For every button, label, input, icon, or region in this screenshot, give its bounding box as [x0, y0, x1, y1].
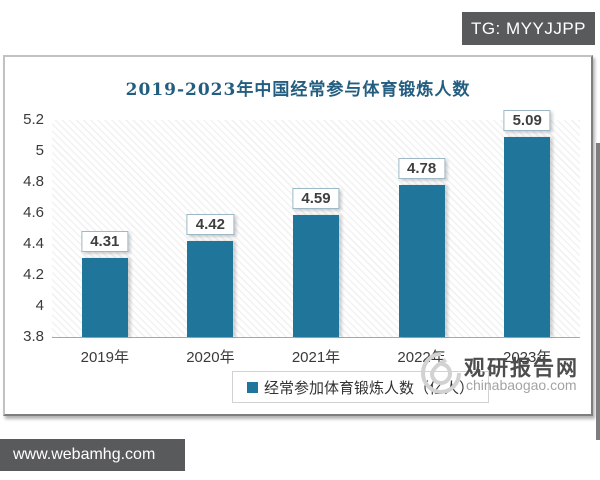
legend-label: 经常参加体育锻炼人数（亿人） — [264, 379, 475, 397]
watermark-site-url: chinabaogao.com — [466, 377, 577, 393]
footer-url-bar: www.webamhg.com — [0, 439, 185, 471]
y-axis-tick-label: 5 — [35, 142, 44, 159]
chart-card: 2019-2023年中国经常参与体育锻炼人数 3.8 4 4.2 4.4 4.6 4.8 5… — [3, 55, 593, 416]
watermark-site-name: 观研报告网 — [464, 357, 579, 380]
bar-2020年 — [187, 240, 234, 337]
bar-value-label: 5.09 — [503, 110, 551, 132]
x-axis-tick-label: 2023年 — [503, 349, 552, 366]
footer-url-text: www.webamhg.com — [13, 446, 156, 463]
telegram-badge-text: TG: MYYJJPP — [470, 18, 587, 38]
y-axis-tick-label: 4.8 — [23, 173, 44, 190]
legend-swatch — [247, 381, 258, 393]
y-axis-tick-label: 4.2 — [23, 266, 44, 283]
chart-title: 2019-2023年中国经常参与体育锻炼人数 — [125, 80, 471, 100]
telegram-badge: TG: MYYJJPP — [462, 12, 595, 45]
bar-2019年 — [81, 257, 128, 337]
chart-legend: 经常参加体育锻炼人数（亿人） — [232, 371, 490, 403]
bar-2022年 — [398, 185, 445, 337]
bar-value-label: 4.42 — [186, 213, 234, 235]
y-axis-tick-label: 4 — [35, 297, 44, 314]
x-axis-tick-label: 2020年 — [186, 349, 235, 366]
x-axis-tick-label: 2022年 — [397, 349, 446, 366]
window-edge-strip — [596, 143, 600, 440]
y-axis-tick-label: 4.6 — [23, 204, 44, 221]
watermark-logo-icon — [420, 350, 462, 401]
bar-2021年 — [293, 214, 339, 337]
bar-value-label: 4.31 — [81, 230, 129, 252]
x-axis-tick-label: 2021年 — [291, 349, 341, 366]
bar-value-label: 4.78 — [397, 158, 446, 180]
bar-value-label: 4.59 — [292, 187, 340, 209]
bar-2023年 — [504, 137, 551, 337]
y-axis-tick-label: 5.2 — [23, 111, 44, 128]
y-axis-tick-label: 3.8 — [23, 328, 44, 345]
watermark: 观研报告网 chinabaogao.com — [420, 350, 595, 398]
y-axis-tick-label: 4.4 — [23, 235, 44, 252]
x-axis-tick-label: 2019年 — [80, 349, 129, 366]
plot-area: 3.8 4 4.2 4.4 4.6 4.8 5 5.2 4.31 2019年 4.42 2020年 4.… — [23, 110, 580, 366]
